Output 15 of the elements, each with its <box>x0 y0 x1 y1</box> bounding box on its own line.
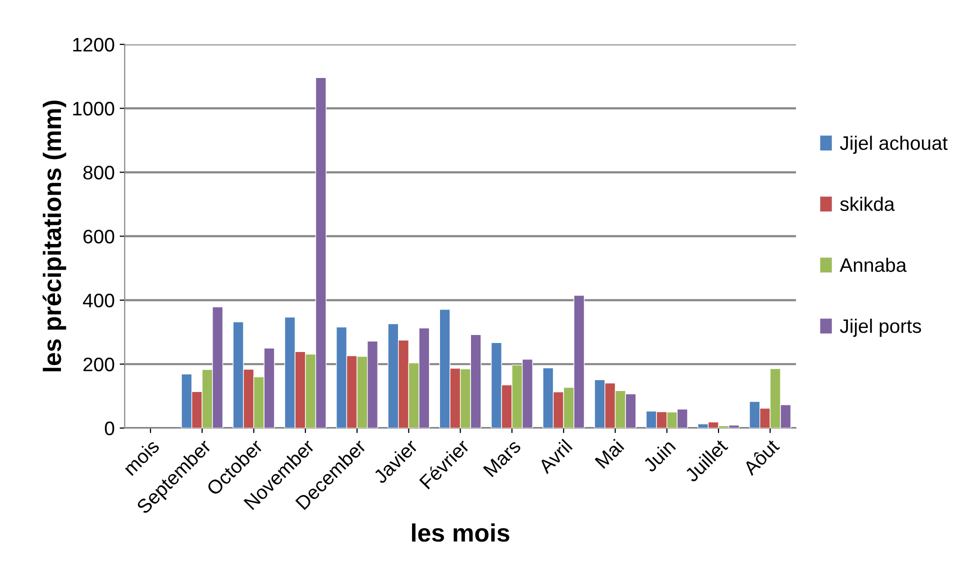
y-tick-label: 0 <box>104 422 114 436</box>
y-tick-label: 1200 <box>73 38 114 52</box>
x-tick-label: Juin <box>642 438 676 473</box>
legend-label: skikda <box>840 196 895 211</box>
y-tick-label: 800 <box>83 166 114 180</box>
legend-label: Annaba <box>840 258 907 272</box>
legend-label: Jijel ports <box>840 318 922 337</box>
x-tick-label: Mai <box>594 438 624 469</box>
y-tick-label: 200 <box>83 358 114 372</box>
y-axis-title: les précipitations (mm) <box>42 100 66 372</box>
legend-label: Jijel achouat <box>840 136 948 154</box>
x-axis-title: les mois <box>412 523 510 542</box>
y-tick-label: 400 <box>82 294 114 308</box>
y-tick-label: 1000 <box>73 102 114 116</box>
y-tick-label: 600 <box>83 230 114 244</box>
